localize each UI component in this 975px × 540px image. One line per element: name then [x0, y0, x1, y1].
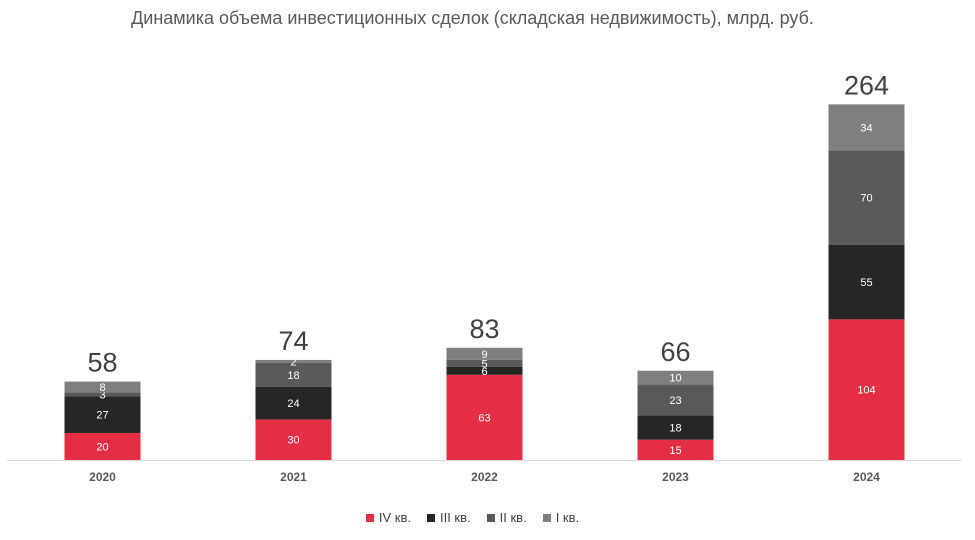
data-label-q4-2022: 63 [478, 412, 490, 424]
legend-swatch-q4 [365, 513, 374, 522]
bar-segment-q2-2020 [64, 392, 141, 397]
bar-segment-q4-2020 [64, 432, 141, 460]
bar-segment-q3-2022 [446, 366, 523, 375]
x-tick-label-2022: 2022 [471, 470, 498, 484]
legend-swatch-q2 [486, 513, 495, 522]
data-label-q3-2023: 18 [669, 423, 681, 435]
data-label-q3-2024: 55 [860, 277, 872, 289]
bar-segment-q1-2022 [446, 347, 523, 360]
legend-label-q4: IV кв. [378, 510, 411, 525]
bar-segment-q3-2021 [255, 386, 332, 420]
data-label-q1-2022: 9 [481, 349, 487, 361]
bar-segment-q2-2022 [446, 359, 523, 367]
bar-segment-q1-2021 [255, 359, 332, 363]
data-label-q2-2024: 70 [860, 193, 872, 205]
bar-segment-q4-2023 [637, 439, 714, 460]
legend-item-q1: I кв. [542, 510, 580, 525]
total-label-2024: 264 [844, 70, 889, 100]
bar-segment-q3-2023 [637, 415, 714, 440]
data-label-q2-2023: 23 [669, 395, 681, 407]
bar-segment-q3-2020 [64, 396, 141, 433]
bar-segment-q2-2023 [637, 384, 714, 416]
data-label-q2-2022: 5 [481, 358, 487, 370]
data-label-q2-2020: 3 [99, 389, 105, 401]
data-label-q3-2022: 6 [481, 366, 487, 378]
data-label-q3-2020: 27 [96, 410, 108, 422]
bar-segment-q2-2021 [255, 362, 332, 387]
data-label-q4-2023: 15 [669, 445, 681, 457]
bar-segment-q1-2024 [828, 104, 905, 151]
data-label-q1-2023: 10 [669, 373, 681, 385]
data-label-q1-2021: 2 [290, 356, 296, 368]
bar-segment-q2-2024 [828, 150, 905, 245]
legend-item-q4: IV кв. [365, 510, 411, 525]
legend-label-q1: I кв. [555, 510, 580, 525]
x-tick-label-2021: 2021 [280, 470, 307, 484]
total-label-2022: 83 [469, 314, 499, 344]
legend: IV кв. III кв. II кв. I кв. [0, 510, 945, 525]
total-label-2023: 66 [660, 337, 690, 367]
data-label-q2-2021: 18 [287, 370, 299, 382]
legend-label-q3: III кв. [439, 510, 471, 525]
chart-title: Динамика объема инвестиционных сделок (с… [131, 8, 814, 28]
total-label-2020: 58 [87, 348, 117, 378]
x-tick-label-2023: 2023 [662, 470, 689, 484]
bar-segment-q1-2023 [637, 370, 714, 385]
data-label-q4-2024: 104 [857, 385, 875, 397]
x-tick-label-2020: 2020 [89, 470, 116, 484]
data-label-q4-2021: 30 [287, 435, 299, 447]
bar-segment-q4-2024 [828, 319, 905, 460]
bar-segment-q4-2022 [446, 374, 523, 460]
bar-segment-q4-2021 [255, 419, 332, 460]
data-label-q1-2020: 8 [99, 382, 105, 394]
total-label-2021: 74 [278, 326, 308, 356]
data-label-q4-2020: 20 [96, 441, 108, 453]
data-label-q3-2021: 24 [287, 398, 299, 410]
legend-swatch-q3 [426, 513, 435, 522]
data-label-q1-2024: 34 [860, 122, 872, 134]
bar-segment-q1-2020 [64, 381, 141, 393]
x-tick-label-2024: 2024 [853, 470, 880, 484]
legend-item-q3: III кв. [426, 510, 471, 525]
legend-label-q2: II кв. [499, 510, 527, 525]
legend-item-q2: II кв. [486, 510, 527, 525]
bar-segment-q3-2024 [828, 244, 905, 320]
legend-swatch-q1 [542, 513, 551, 522]
